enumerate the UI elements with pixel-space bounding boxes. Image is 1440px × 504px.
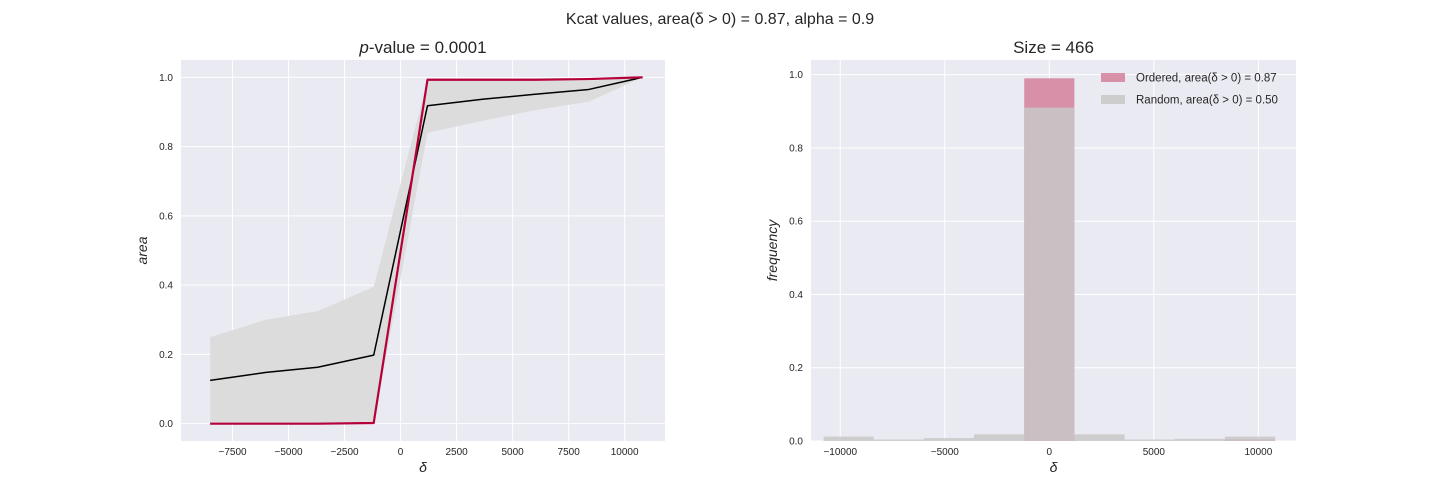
legend: Ordered, area(δ > 0) = 0.87 Random, area… — [1101, 73, 1278, 107]
x-tick-label: −5000 — [275, 447, 304, 458]
y-tick-label: 0.2 — [159, 350, 173, 361]
x-tick-label: 0 — [1047, 447, 1053, 458]
x-tick-label: 5000 — [1143, 447, 1166, 458]
left-title-rest: -value = 0.0001 — [369, 38, 487, 57]
random-bar — [974, 434, 1025, 441]
random-bar — [1174, 438, 1225, 441]
y-tick-label: 0.4 — [789, 290, 803, 301]
legend-swatch-random — [1101, 95, 1125, 104]
random-bar — [923, 438, 975, 441]
random-bar — [1024, 107, 1075, 441]
random-bar — [823, 436, 874, 441]
x-tick-label: 2500 — [445, 447, 468, 458]
right-panel-frequency-histogram: −10000 −5000 0 5000 100000.00.20.40.60.81.0 … — [764, 38, 1296, 475]
right-tick-labels: −10000 −5000 0 5000 10000 0.0 0.2 0.4 0.6 0.8 1.0 — [789, 70, 1273, 458]
left-y-axis-label: area — [134, 236, 150, 264]
right-y-axis-label: frequency — [764, 219, 780, 281]
right-x-axis-label: δ — [1050, 459, 1058, 475]
random-bar — [1224, 436, 1276, 441]
x-tick-label: −2500 — [331, 447, 360, 458]
confidence-band — [210, 77, 643, 424]
left-x-axis-label: δ — [419, 459, 427, 475]
left-plot-data — [210, 76, 643, 425]
x-tick-label: 5000 — [502, 447, 525, 458]
right-panel-title: Size = 466 — [1013, 38, 1094, 57]
random-bar — [873, 439, 924, 441]
left-title-p: p — [358, 38, 368, 57]
x-tick-label: 0 — [398, 447, 404, 458]
right-plot-data — [823, 78, 1276, 441]
x-tick-label: 10000 — [611, 447, 639, 458]
y-tick-label: 0.0 — [159, 419, 173, 430]
y-tick-label: 0.2 — [789, 363, 803, 374]
y-tick-label: 0.6 — [159, 211, 173, 222]
y-tick-label: 0.0 — [789, 437, 803, 448]
random-mean-line — [210, 76, 643, 382]
x-tick-label: 10000 — [1244, 447, 1272, 458]
legend-label-ordered: Ordered, area(δ > 0) = 0.87 — [1136, 73, 1277, 85]
random-bar — [1074, 434, 1125, 441]
ordered-line — [210, 76, 643, 425]
legend-label-random: Random, area(δ > 0) = 0.50 — [1136, 95, 1278, 107]
x-tick-label: 7500 — [558, 447, 581, 458]
left-panel-title: p-value = 0.0001 — [358, 38, 486, 57]
y-tick-label: 0.8 — [159, 142, 173, 153]
figure-suptitle: Kcat values, area(δ > 0) = 0.87, alpha =… — [566, 11, 874, 28]
y-tick-label: 1.0 — [789, 70, 803, 81]
left-panel-area-vs-delta: −7500 −5000 −2500 0 2500 5000 7500 10000 0.0 0.2 0… — [134, 38, 665, 475]
y-tick-label: 0.8 — [789, 143, 803, 154]
y-tick-label: 0.6 — [789, 217, 803, 228]
legend-swatch-ordered — [1101, 73, 1125, 82]
y-tick-label: 0.4 — [159, 281, 173, 292]
x-tick-label: −5000 — [931, 447, 960, 458]
x-tick-label: −10000 — [823, 447, 857, 458]
y-tick-label: 1.0 — [159, 73, 173, 84]
random-bar — [1124, 439, 1175, 441]
x-tick-label: −7500 — [218, 447, 247, 458]
left-tick-labels: −7500 −5000 −2500 0 2500 5000 7500 10000 0.0 0.2 0… — [159, 73, 639, 458]
